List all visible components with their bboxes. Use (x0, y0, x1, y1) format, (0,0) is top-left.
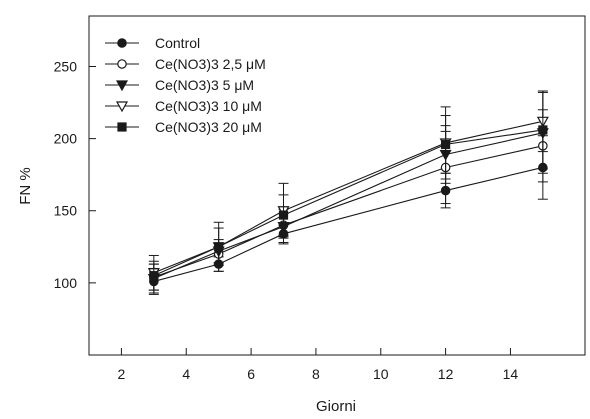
data-point (538, 125, 548, 135)
x-tick-label: 4 (182, 366, 190, 382)
plot-frame (88, 15, 586, 356)
y-tick-label: 250 (54, 58, 78, 74)
legend-label: Control (155, 35, 200, 51)
y-tick-label: 150 (54, 203, 78, 219)
legend-marker (115, 101, 129, 113)
legend-marker (115, 80, 129, 92)
legend-marker (117, 122, 127, 132)
y-axis: 100 150 200 250 (54, 58, 96, 291)
x-tick-label: 6 (247, 366, 255, 382)
y-tick-label: 200 (54, 131, 78, 147)
legend-item: Ce(NO3)3 10 μM (105, 98, 262, 114)
legend-marker (117, 59, 127, 69)
data-point (214, 242, 224, 252)
data-point (149, 271, 159, 281)
legend-label: Ce(NO3)3 5 μM (155, 77, 254, 93)
x-tick-label: 2 (118, 366, 126, 382)
legend-label: Ce(NO3)3 10 μM (155, 98, 262, 114)
x-axis-label: Giorni (316, 398, 356, 415)
x-tick-label: 10 (373, 366, 389, 382)
legend-marker (117, 38, 127, 48)
legend-item: Ce(NO3)3 5 μM (105, 77, 254, 93)
series-2 (148, 109, 548, 291)
y-tick-label: 100 (54, 275, 78, 291)
legend-item: Ce(NO3)3 2,5 μM (105, 56, 266, 72)
legend-item: Ce(NO3)3 20 μM (105, 119, 262, 135)
series-line (153, 166, 543, 282)
x-tick-label: 14 (503, 366, 519, 382)
x-axis: 2 4 6 8 10 12 14 (118, 348, 519, 382)
legend-label: Ce(NO3)3 2,5 μM (155, 56, 266, 72)
y-axis-label: FN % (17, 167, 34, 205)
legend-item: Control (105, 35, 200, 51)
series-1 (148, 135, 548, 295)
x-tick-label: 12 (438, 366, 454, 382)
series-line (153, 145, 543, 278)
series-5 (148, 90, 548, 291)
legend-label: Ce(NO3)3 20 μM (155, 119, 262, 135)
legend: Control Ce(NO3)3 2,5 μM Ce(NO3)3 5 μM Ce(NO… (105, 35, 266, 135)
data-point (278, 210, 289, 220)
data-point (441, 139, 451, 149)
series-layer (147, 90, 549, 295)
x-tick-label: 8 (312, 366, 320, 382)
